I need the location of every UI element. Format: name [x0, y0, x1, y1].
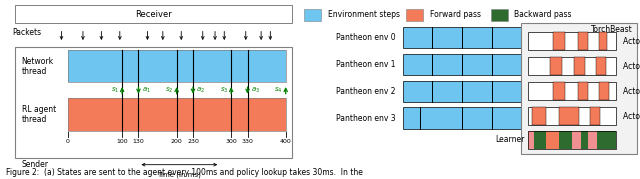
Text: RL agent
thread: RL agent thread [22, 105, 56, 124]
Text: $a_1$: $a_1$ [141, 86, 150, 95]
Bar [528, 107, 616, 125]
Bar [581, 131, 588, 149]
Bar [574, 57, 586, 75]
Text: 300: 300 [225, 139, 237, 144]
Bar [406, 9, 423, 21]
Text: $a_3$: $a_3$ [251, 86, 260, 95]
Bar [403, 54, 521, 75]
Text: Pantheon env 2: Pantheon env 2 [336, 87, 396, 96]
Text: Pantheon env 1: Pantheon env 1 [336, 60, 396, 69]
Text: 100: 100 [116, 139, 128, 144]
Text: Pantheon env 3: Pantheon env 3 [336, 114, 396, 123]
Text: 400: 400 [280, 139, 292, 144]
Bar [572, 131, 581, 149]
Bar [528, 131, 534, 149]
Text: $a_2$: $a_2$ [196, 86, 205, 95]
Bar [528, 82, 616, 100]
Text: $s_2$: $s_2$ [165, 86, 173, 95]
Text: Pantheon env 0: Pantheon env 0 [336, 33, 396, 42]
Text: 230: 230 [187, 139, 199, 144]
Text: $s_4$: $s_4$ [274, 86, 283, 95]
Text: Backward pass: Backward pass [515, 10, 572, 19]
Text: Actor 1: Actor 1 [623, 62, 640, 71]
Bar [534, 131, 546, 149]
Bar [68, 50, 285, 82]
Bar [596, 57, 605, 75]
Text: Packets: Packets [12, 28, 42, 37]
Bar [590, 107, 600, 125]
Text: TorchBeast: TorchBeast [591, 25, 633, 34]
Bar [553, 32, 565, 50]
Text: Actor 2: Actor 2 [623, 87, 640, 96]
Bar [550, 57, 561, 75]
Bar [521, 23, 637, 154]
Text: Environment steps: Environment steps [328, 10, 400, 19]
Bar [559, 107, 579, 125]
Bar [528, 32, 616, 50]
Text: Receiver: Receiver [135, 10, 172, 19]
Text: 200: 200 [171, 139, 182, 144]
Text: $s_1$: $s_1$ [111, 86, 119, 95]
Bar [553, 82, 565, 100]
Bar [532, 107, 546, 125]
Bar [403, 81, 521, 102]
Bar [559, 131, 572, 149]
Bar [598, 82, 609, 100]
Bar [528, 131, 616, 149]
Text: Actor 0: Actor 0 [623, 37, 640, 46]
Bar [68, 98, 285, 131]
Text: Sender: Sender [22, 160, 49, 169]
Bar [491, 9, 508, 21]
Text: Time (in ms): Time (in ms) [157, 172, 202, 178]
Text: Network
thread: Network thread [22, 57, 54, 76]
Bar [304, 9, 321, 21]
Bar [597, 131, 616, 149]
Text: 0: 0 [66, 139, 70, 144]
Bar [579, 82, 588, 100]
Bar [15, 47, 292, 158]
Bar [528, 57, 616, 75]
Bar [68, 50, 285, 82]
Text: Figure 2:  (a) States are sent to the agent every 100ms and policy lookup takes : Figure 2: (a) States are sent to the age… [6, 168, 364, 177]
Bar [68, 98, 285, 131]
Bar [15, 5, 292, 23]
Bar [546, 131, 559, 149]
Bar [403, 27, 521, 48]
Bar [579, 32, 588, 50]
Text: $s_3$: $s_3$ [220, 86, 228, 95]
Text: Learner: Learner [495, 135, 525, 144]
Bar [403, 107, 521, 129]
Text: 330: 330 [241, 139, 253, 144]
Bar [588, 131, 597, 149]
Text: Actor 3: Actor 3 [623, 112, 640, 121]
Bar [598, 32, 607, 50]
Text: 130: 130 [132, 139, 145, 144]
Text: Forward pass: Forward pass [429, 10, 481, 19]
